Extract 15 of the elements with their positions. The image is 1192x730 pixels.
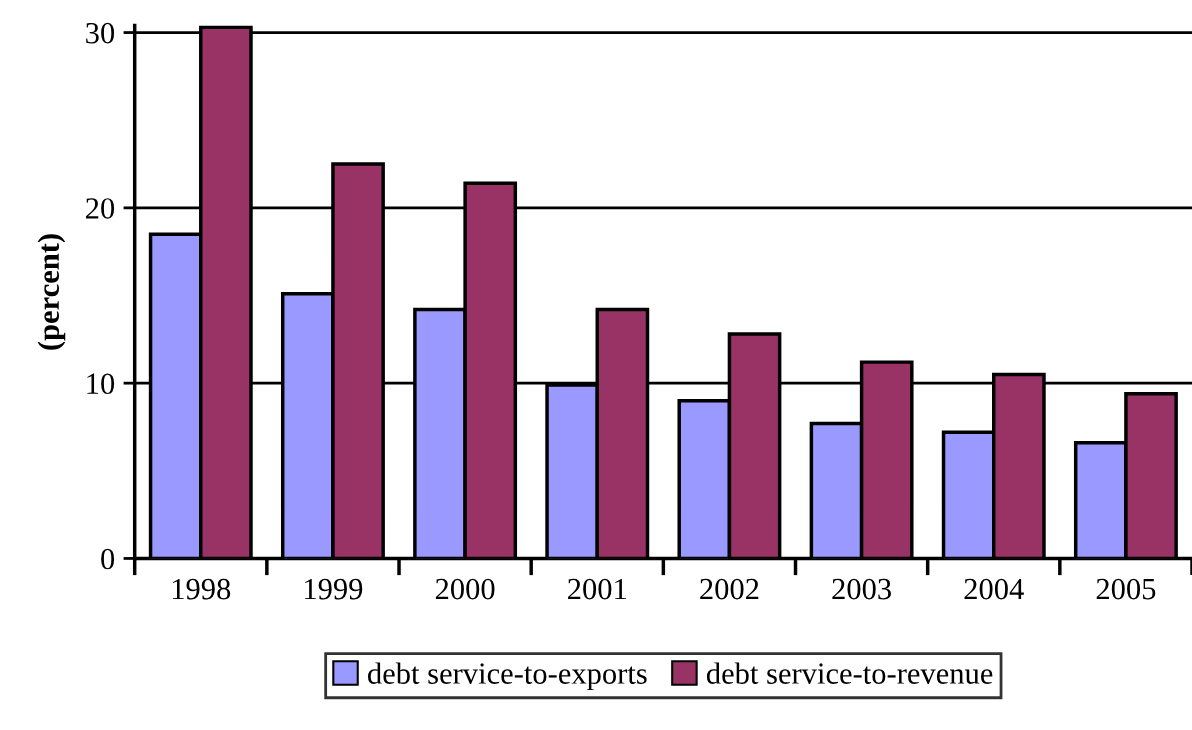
y-tick-label: 0: [101, 548, 115, 570]
x-tick-label: 2005: [1096, 578, 1156, 600]
y-axis-title: (percent): [37, 234, 66, 350]
x-tick-label: 2001: [568, 578, 626, 600]
x-tick-label: 1998: [172, 578, 231, 600]
y-tick-label: 20: [86, 198, 115, 219]
y-tick-label: 10: [87, 373, 115, 395]
x-tick-label: 1999: [305, 578, 363, 600]
x-tick-label: 2003: [832, 578, 891, 600]
x-tick-label: 2002: [700, 578, 759, 600]
x-tick-label: 2004: [964, 578, 1024, 600]
y-tick-label: 30: [86, 22, 115, 44]
legend-label: debt service-to-exports: [368, 662, 647, 691]
x-tick-label: 2000: [435, 578, 495, 600]
legend-label: debt service-to-revenue: [706, 662, 993, 684]
